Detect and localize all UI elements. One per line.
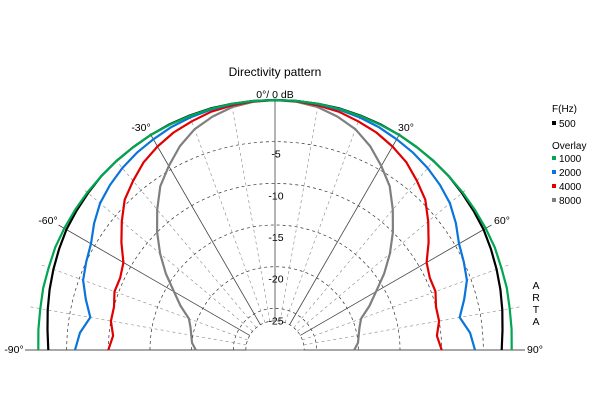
watermark-letter: A — [532, 280, 539, 292]
grid-spoke — [114, 158, 257, 328]
grid-spoke — [284, 114, 361, 323]
series-line-1000 — [37, 98, 513, 351]
grid-ring — [107, 183, 443, 351]
legend: F(Hz) Overlay 500 1000 2000 4000 8000 — [552, 104, 586, 207]
grid-spoke — [297, 189, 467, 332]
axis-labels: -5 -10 -15 -20 -25 -90° -60° -30° 30° 60° 90° — [4, 122, 543, 356]
legend-swatch-8000 — [552, 198, 556, 202]
legend-label-4000: 4000 — [559, 182, 582, 193]
grid-ring — [232, 308, 318, 351]
grid-ring-inner — [245, 320, 305, 351]
radial-tick-label: -10 — [268, 190, 283, 202]
grid-spoke — [83, 189, 253, 332]
grid-spoke — [293, 158, 436, 328]
legend-items: 500 1000 2000 4000 8000 — [552, 119, 582, 207]
grid-spoke — [279, 103, 319, 322]
legend-swatch-2000 — [552, 170, 556, 174]
grid-spoke — [189, 114, 266, 323]
grid-spoke — [231, 103, 271, 322]
grid-spoke — [302, 264, 511, 341]
radial-tick-label: -25 — [268, 315, 283, 327]
angle-label: -30° — [131, 122, 150, 134]
legend-label-1000: 1000 — [559, 154, 582, 165]
legend-title: F(Hz) — [552, 104, 577, 115]
series-group — [37, 98, 513, 351]
legend-swatch-4000 — [552, 184, 556, 188]
legend-label-2000: 2000 — [559, 168, 582, 179]
grid-spoke — [303, 306, 522, 346]
radial-tick-label: -20 — [268, 274, 283, 286]
grid-spoke — [39, 264, 248, 341]
legend-subtitle: Overlay — [552, 141, 586, 152]
watermark-letter: A — [532, 316, 539, 328]
polar-grid — [25, 100, 525, 351]
legend-label-8000: 8000 — [559, 196, 582, 207]
radial-tick-label: -5 — [271, 149, 280, 161]
watermark-letter: R — [532, 292, 540, 304]
watermark-letter: T — [533, 304, 540, 316]
grid-spoke — [289, 133, 401, 325]
grid-ring — [66, 141, 484, 351]
angle-label: 90° — [527, 344, 543, 356]
grid-ring — [191, 266, 359, 351]
grid-spoke — [28, 306, 247, 346]
angle-label: -90° — [4, 344, 23, 356]
legend-label-500: 500 — [559, 119, 576, 130]
angle-label: -60° — [38, 215, 57, 227]
top-angle-label: 0°/ 0 dB — [256, 89, 293, 101]
legend-swatch-500 — [552, 121, 556, 125]
chart-title: Directivity pattern — [229, 65, 322, 79]
angle-label: 60° — [494, 215, 510, 227]
radial-tick-label: -15 — [268, 232, 283, 244]
angle-label: 30° — [398, 122, 414, 134]
legend-swatch-1000 — [552, 156, 556, 160]
